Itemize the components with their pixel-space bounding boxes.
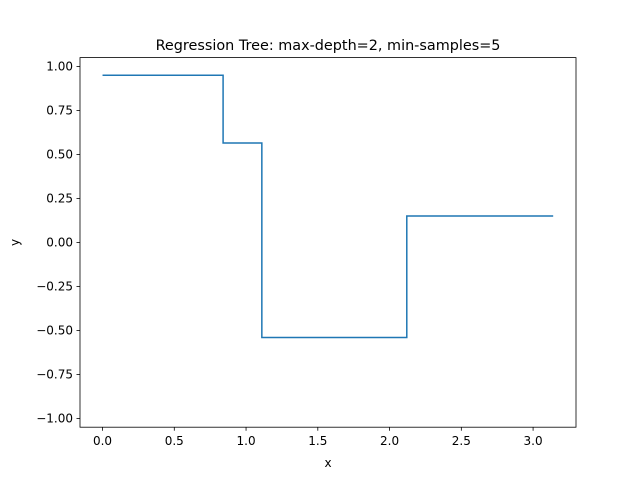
y-tick-label: −0.50	[36, 324, 73, 338]
plot-frame	[79, 57, 577, 428]
y-axis-ticks: 1.00 0.75 0.50 0.25 0.00 −0.25 −0.50 −0.75 −1.00	[36, 60, 80, 426]
y-tick-label: 0.00	[46, 236, 73, 250]
chart-title: Regression Tree: max-depth=2, min-sample…	[156, 38, 501, 54]
x-tick-label: 2.0	[380, 434, 399, 448]
y-tick-label: −1.00	[36, 412, 73, 426]
y-tick-label: 0.25	[46, 192, 73, 206]
y-tick-label: 1.00	[46, 60, 73, 74]
y-tick-label: −0.75	[36, 368, 73, 382]
x-axis-label: x	[324, 456, 331, 470]
x-axis-ticks: 0.0 0.5 1.0 1.5 2.0 2.5 3.0	[93, 427, 543, 448]
x-tick-label: 1.0	[237, 434, 256, 448]
y-tick-label: −0.25	[36, 280, 73, 294]
x-tick-label: 0.0	[93, 434, 112, 448]
y-tick-label: 0.75	[46, 104, 73, 118]
x-tick-label: 3.0	[524, 434, 543, 448]
x-tick-label: 2.5	[452, 434, 471, 448]
x-tick-label: 1.5	[308, 434, 327, 448]
x-tick-label: 0.5	[165, 434, 184, 448]
series-layer	[102, 74, 554, 339]
y-tick-label: 0.50	[46, 148, 73, 162]
series-line	[102, 74, 554, 339]
y-axis-label: y	[8, 239, 22, 246]
